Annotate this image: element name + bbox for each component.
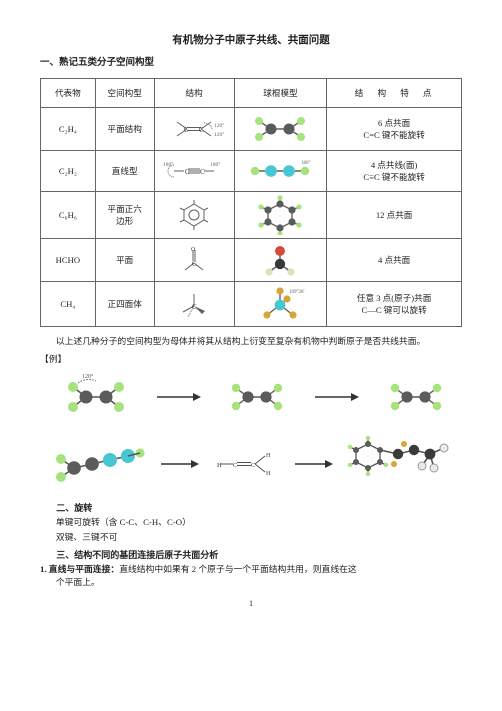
arrow-2 bbox=[313, 390, 359, 404]
th-feat: 结 构 特 点 bbox=[327, 78, 462, 107]
cell-feat-0: 6 点共面 C=C 键不能旋转 bbox=[327, 108, 462, 151]
pt31-text2: 个平面上。 bbox=[40, 576, 100, 588]
cell-rep-1: C₂H₂ bbox=[41, 151, 96, 192]
example-label: 【例】 bbox=[40, 353, 462, 365]
para-after-table: 以上述几种分子的空间构型为母体并将其从结构上衍变至复杂有机物中判断原子是否共线共… bbox=[40, 335, 462, 347]
section-3-heading: 三、结构不同的基团连接后原子共面分析 bbox=[40, 549, 462, 562]
cell-model-3 bbox=[234, 239, 327, 282]
arrow-4 bbox=[293, 457, 333, 471]
ex2-a bbox=[44, 436, 148, 492]
cell-struct-1: C C 180° 180° bbox=[154, 151, 234, 192]
th-geom: 空间构型 bbox=[95, 78, 154, 107]
section-2-heading: 二、旋转 bbox=[40, 502, 462, 515]
cell-geom-4: 正四面体 bbox=[95, 282, 154, 327]
svg-text:C: C bbox=[199, 126, 204, 134]
svg-text:H: H bbox=[266, 471, 271, 477]
cell-rep-4: CH₄ bbox=[41, 282, 96, 327]
ex1-b bbox=[218, 376, 296, 418]
ex2-c bbox=[344, 432, 462, 496]
arrow-1 bbox=[155, 390, 201, 404]
cell-feat-1: 4 点共线(面) C≡C 键不能旋转 bbox=[327, 151, 462, 192]
cell-feat-3: 4 点共面 bbox=[327, 239, 462, 282]
svg-text:H: H bbox=[266, 453, 271, 459]
svg-text:C: C bbox=[184, 126, 189, 134]
th-model: 球棍模型 bbox=[234, 78, 327, 107]
th-rep: 代表物 bbox=[41, 78, 96, 107]
cell-rep-2: C₆H₆ bbox=[41, 192, 96, 239]
cell-rep-0: C₂H₄ bbox=[41, 108, 96, 151]
svg-text:180°: 180° bbox=[301, 161, 311, 166]
cell-rep-3: HCHO bbox=[41, 239, 96, 282]
svg-text:C: C bbox=[192, 260, 197, 268]
svg-text:C: C bbox=[192, 303, 197, 311]
page-number: 1 bbox=[40, 598, 462, 609]
cell-struct-2 bbox=[154, 192, 234, 239]
cell-feat-2: 12 点共面 bbox=[327, 192, 462, 239]
example-row-2: H C C H H bbox=[44, 432, 462, 496]
svg-text:120°: 120° bbox=[214, 131, 224, 138]
doc-title: 有机物分子中原子共线、共面问题 bbox=[40, 34, 462, 49]
cell-model-2 bbox=[234, 192, 327, 239]
section-1-heading: 一、熟记五类分子空间构型 bbox=[40, 57, 462, 70]
cell-geom-1: 直线型 bbox=[95, 151, 154, 192]
svg-text:C: C bbox=[185, 168, 190, 176]
svg-text:120°: 120° bbox=[214, 122, 224, 129]
cell-model-0 bbox=[234, 108, 327, 151]
pt31-bold: 1. 直线与平面连接： bbox=[40, 564, 119, 574]
svg-text:120°: 120° bbox=[82, 373, 94, 380]
svg-text:180°: 180° bbox=[163, 161, 173, 168]
arrow-3 bbox=[159, 457, 199, 471]
svg-text:180°: 180° bbox=[210, 161, 220, 168]
cell-struct-4: C bbox=[154, 282, 234, 327]
ex1-c bbox=[377, 376, 455, 418]
svg-text:O: O bbox=[191, 247, 196, 253]
svg-text:C: C bbox=[233, 462, 237, 469]
pt31-text: 直线结构中如果有 2 个原子与一个平面结构共用，则直线在这 bbox=[119, 564, 357, 574]
th-struct: 结构 bbox=[154, 78, 234, 107]
svg-text:C: C bbox=[251, 462, 255, 469]
svg-text:C: C bbox=[200, 168, 205, 176]
cell-model-1: 180° bbox=[234, 151, 327, 192]
ex1-a: 120° bbox=[51, 372, 137, 422]
cell-geom-0: 平面结构 bbox=[95, 108, 154, 151]
svg-text:109°28′: 109°28′ bbox=[289, 290, 305, 295]
cell-struct-3: C O bbox=[154, 239, 234, 282]
point-3-1: 1. 直线与平面连接：直线结构中如果有 2 个原子与一个平面结构共用，则直线在这… bbox=[40, 563, 462, 588]
cell-geom-2: 平面正六 边形 bbox=[95, 192, 154, 239]
geometry-table: 代表物 空间构型 结构 球棍模型 结 构 特 点 C₂H₄ 平面结构 C C bbox=[40, 78, 462, 327]
ex2-b: H C C H H bbox=[209, 443, 283, 485]
cell-model-4: 109°28′ bbox=[234, 282, 327, 327]
rot-line-1: 单键可旋转（含 C-C、C-H、C-O） bbox=[40, 516, 462, 528]
svg-text:H: H bbox=[217, 462, 222, 469]
cell-struct-0: C C 120° 120° bbox=[154, 108, 234, 151]
rot-line-2: 双键、三键不可 bbox=[40, 531, 462, 543]
cell-feat-4: 任意 3 点(原子)共面 C—C 键可以旋转 bbox=[327, 282, 462, 327]
example-row-1: 120° bbox=[44, 372, 462, 422]
cell-geom-3: 平面 bbox=[95, 239, 154, 282]
